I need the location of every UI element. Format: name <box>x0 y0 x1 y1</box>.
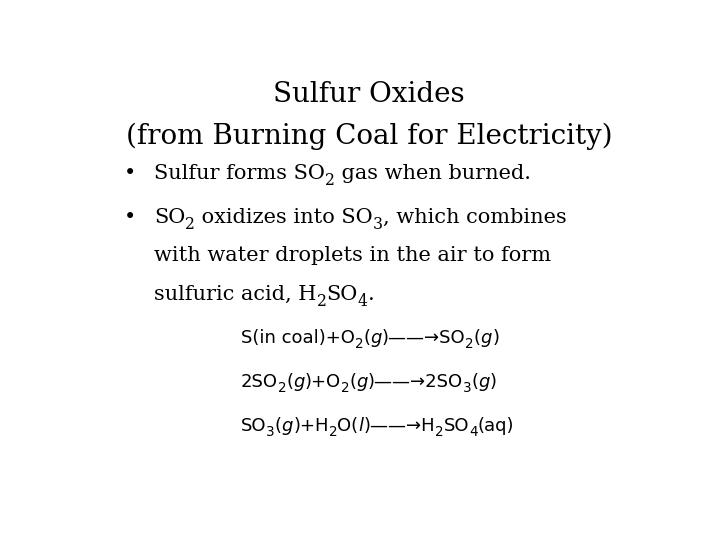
Text: , which combines: , which combines <box>383 208 567 227</box>
Text: •: • <box>124 208 136 227</box>
Text: )——→H: )——→H <box>364 417 435 435</box>
Text: (from Burning Coal for Electricity): (from Burning Coal for Electricity) <box>126 123 612 150</box>
Text: 2: 2 <box>325 172 335 189</box>
Text: ): ) <box>490 373 497 391</box>
Text: 2: 2 <box>465 338 474 352</box>
Text: SO: SO <box>154 208 186 227</box>
Text: (aq): (aq) <box>478 417 514 435</box>
Text: )——→2SO: )——→2SO <box>368 373 463 391</box>
Text: sulfuric acid, H: sulfuric acid, H <box>154 285 317 304</box>
Text: 2: 2 <box>341 381 349 395</box>
Text: 2: 2 <box>328 425 337 439</box>
Text: g: g <box>356 373 368 391</box>
Text: g: g <box>370 329 382 347</box>
Text: (: ( <box>472 373 479 391</box>
Text: 2: 2 <box>278 381 287 395</box>
Text: g: g <box>282 417 293 435</box>
Text: gas when burned.: gas when burned. <box>335 164 531 183</box>
Text: .: . <box>368 285 374 304</box>
Text: •: • <box>124 164 136 183</box>
Text: with water droplets in the air to form: with water droplets in the air to form <box>154 246 552 266</box>
Text: 4: 4 <box>469 425 478 439</box>
Text: )+H: )+H <box>293 417 328 435</box>
Text: oxidizes into SO: oxidizes into SO <box>195 208 373 227</box>
Text: )+O: )+O <box>305 373 341 391</box>
Text: 2: 2 <box>354 338 363 352</box>
Text: S(in coal)+O: S(in coal)+O <box>240 329 354 347</box>
Text: O(: O( <box>337 417 359 435</box>
Text: SO: SO <box>240 417 266 435</box>
Text: 3: 3 <box>373 215 383 233</box>
Text: SO: SO <box>326 285 358 304</box>
Text: SO: SO <box>444 417 469 435</box>
Text: g: g <box>481 329 492 347</box>
Text: )——→SO: )——→SO <box>382 329 465 347</box>
Text: l: l <box>359 417 364 435</box>
Text: 2SO: 2SO <box>240 373 278 391</box>
Text: Sulfur forms SO: Sulfur forms SO <box>154 164 325 183</box>
Text: 2: 2 <box>317 293 326 310</box>
Text: (: ( <box>474 329 481 347</box>
Text: g: g <box>479 373 490 391</box>
Text: (: ( <box>287 373 293 391</box>
Text: g: g <box>293 373 305 391</box>
Text: 4: 4 <box>358 293 368 310</box>
Text: 2: 2 <box>435 425 444 439</box>
Text: 3: 3 <box>266 425 275 439</box>
Text: (: ( <box>363 329 370 347</box>
Text: Sulfur Oxides: Sulfur Oxides <box>273 82 465 109</box>
Text: (: ( <box>349 373 356 391</box>
Text: 2: 2 <box>186 215 195 233</box>
Text: ): ) <box>492 329 499 347</box>
Text: (: ( <box>275 417 282 435</box>
Text: 3: 3 <box>463 381 472 395</box>
